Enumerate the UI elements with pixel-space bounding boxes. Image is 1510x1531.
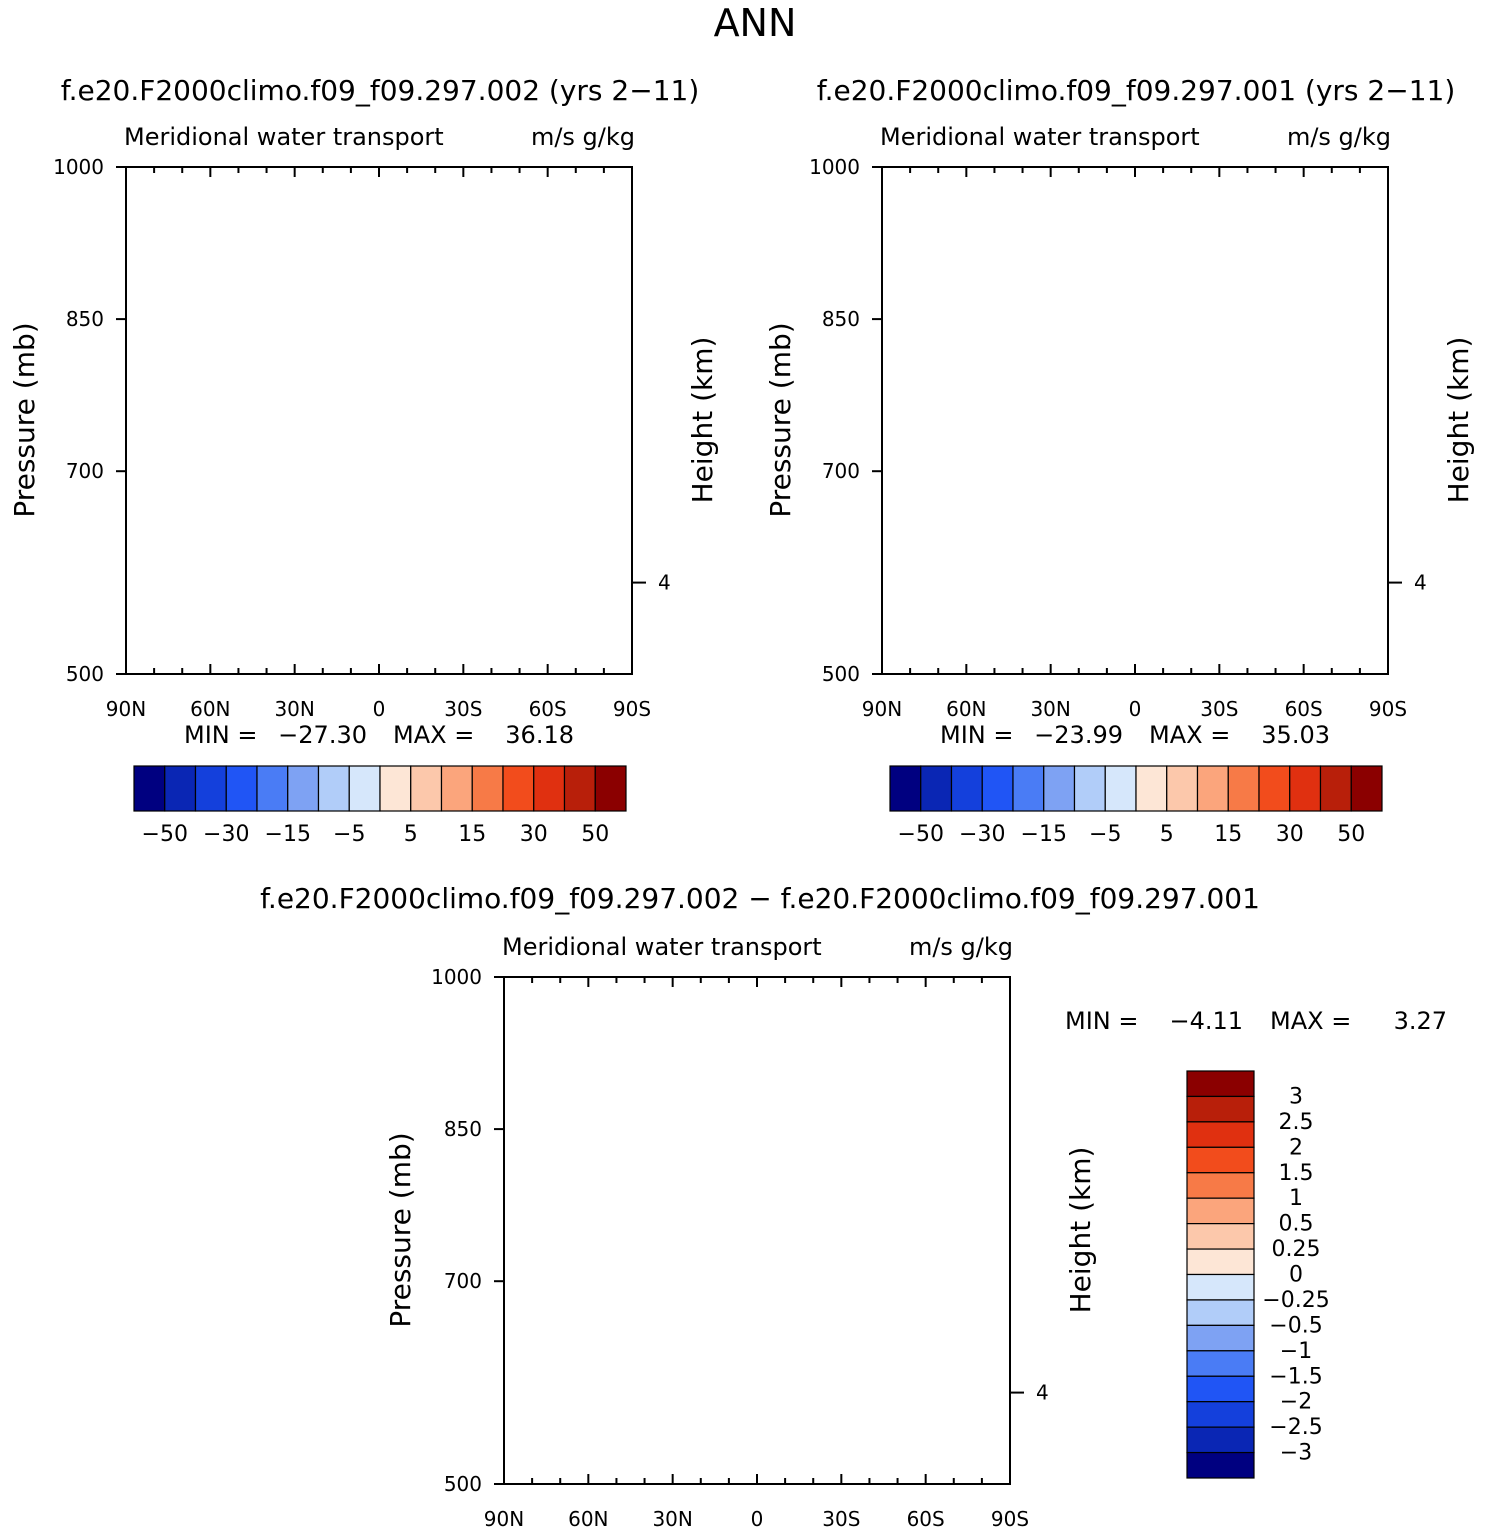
panel-right-title: m/s g/kg bbox=[531, 123, 635, 151]
panel-top-left: f.e20.F2000climo.f09_f09.297.002 (yrs 2−… bbox=[8, 74, 719, 847]
case-title: f.e20.F2000climo.f09_f09.297.002 (yrs 2−… bbox=[61, 74, 700, 107]
panel-left-title: Meridional water transport bbox=[124, 123, 444, 151]
figure-title: ANN bbox=[714, 1, 797, 45]
